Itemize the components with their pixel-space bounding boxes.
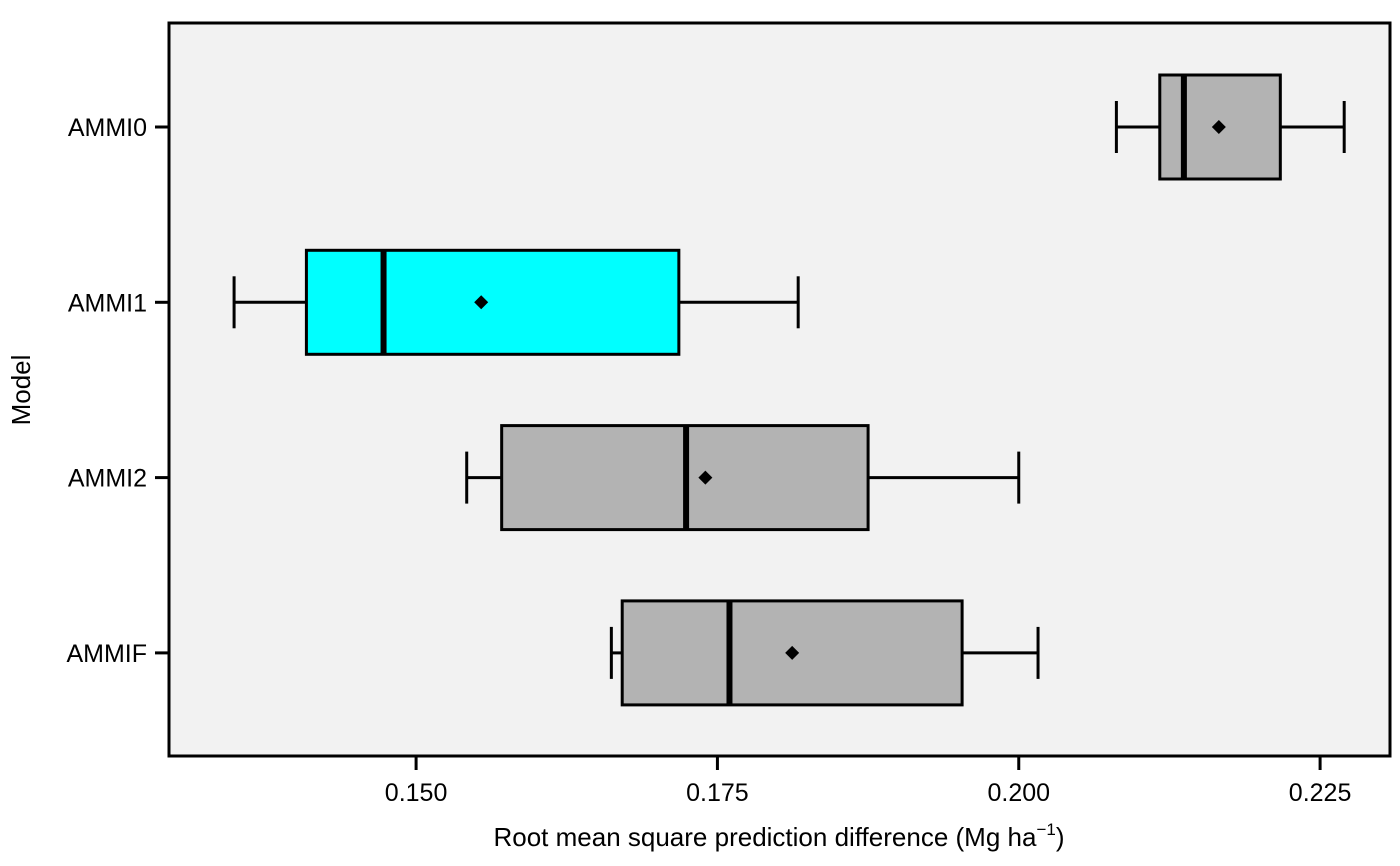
x-tick-label: 0.225 (1289, 779, 1352, 807)
mean-marker (474, 295, 489, 310)
mean-marker (1211, 120, 1226, 134)
box-ammi2 (465, 424, 1021, 532)
iqr-box (304, 248, 681, 356)
y-axis-title: Model (6, 355, 36, 426)
y-tick-label: AMMIF (66, 640, 147, 668)
y-tick-label: AMMI2 (68, 465, 147, 493)
y-tick-label: AMMI1 (68, 289, 147, 317)
y-tick-label: AMMI0 (68, 114, 147, 142)
mean-marker (698, 470, 713, 485)
mean-marker (785, 645, 800, 660)
box-ammi0 (1114, 73, 1346, 181)
x-tick-label: 0.200 (987, 779, 1050, 807)
box-ammi1 (232, 248, 800, 356)
x-tick-label: 0.150 (385, 779, 448, 807)
boxes-group (232, 73, 1346, 707)
box-ammif (609, 599, 1040, 707)
y-axis: AMMI0 AMMI1 AMMI2 AMMIF (66, 114, 169, 668)
x-axis-title: Root mean square prediction difference (… (493, 820, 1064, 852)
x-axis: 0.150 0.175 0.200 0.225 (385, 756, 1352, 807)
x-tick-label: 0.175 (686, 779, 749, 807)
